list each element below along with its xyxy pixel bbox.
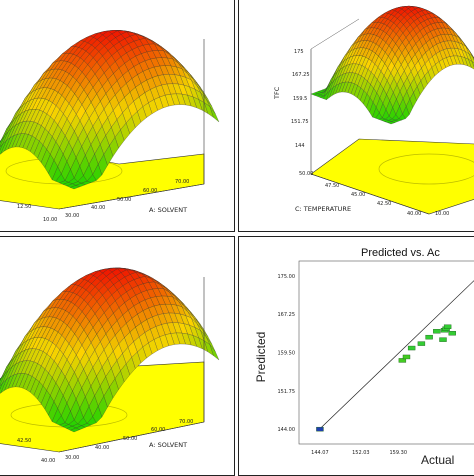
y-tick-label: 144.00 — [278, 427, 296, 433]
z-tick-167.25: 167.25 — [292, 72, 310, 78]
x-tick-50: 50.00 — [123, 436, 137, 442]
z-tick-175: 175 — [294, 49, 304, 55]
scatter-plot: Predicted vs. Ac Predicted Actual 144.00… — [239, 237, 474, 476]
x-tick-45: 45.00 — [351, 192, 365, 198]
data-point — [408, 346, 415, 350]
data-point — [433, 329, 440, 333]
x-axis-label: Actual — [421, 453, 454, 467]
chart-title: Predicted vs. Ac — [361, 247, 440, 259]
x-tick-label: 159.30 — [390, 450, 408, 456]
surface-plot-3: 42.50 40.00 30.00 40.00 50.00 60.00 70.0… — [0, 237, 235, 476]
y-tick-label: 159.50 — [278, 351, 296, 357]
x-tick-47.50: 47.50 — [325, 183, 339, 189]
x-tick-70: 70.00 — [175, 179, 189, 185]
x-axis-label: A: SOLVENT — [149, 206, 187, 214]
x-tick-30: 30.00 — [65, 213, 79, 219]
y-tick-42.50: 42.50 — [17, 438, 31, 444]
z-tick-151.75: 151.75 — [291, 119, 309, 125]
predicted-vs-actual-panel: Predicted vs. Ac Predicted Actual 144.00… — [238, 236, 474, 476]
x-tick-40: 40.00 — [91, 205, 105, 211]
data-point — [403, 355, 410, 359]
y-tick-40.00: 40.00 — [41, 458, 55, 464]
y-tick-label: 175.00 — [278, 274, 296, 280]
x-tick-60: 60.00 — [143, 188, 157, 194]
plot-frame — [299, 261, 474, 444]
x-tick-label: 152.03 — [352, 450, 370, 456]
z-tick-144: 144 — [295, 143, 305, 149]
y-tick-12.50: 12.50 — [17, 204, 31, 210]
surface-panel-1: 12.50 10.00 30.00 40.00 50.00 60.00 70.0… — [0, 0, 235, 232]
floor-plane — [311, 139, 474, 214]
y-tick-label: 167.25 — [278, 312, 296, 318]
z-tick-159.5: 159.5 — [293, 96, 307, 102]
x-tick-label: 144.07 — [311, 450, 329, 456]
y-axis-label: Predicted — [254, 332, 268, 383]
data-point — [418, 342, 425, 346]
data-point — [426, 335, 433, 339]
x-tick-40: 40.00 — [95, 445, 109, 451]
x-tick-40: 40.00 — [407, 211, 421, 217]
x-tick-30: 30.00 — [65, 455, 79, 461]
z-axis-label: TFC — [273, 86, 281, 100]
data-point — [440, 338, 447, 342]
y-tick-10.00: 10.00 — [43, 217, 57, 223]
x-tick-42.50: 42.50 — [377, 201, 391, 207]
response-surface — [311, 6, 474, 124]
y-tick-label: 151.75 — [278, 389, 296, 395]
surface-plot-1: 12.50 10.00 30.00 40.00 50.00 60.00 70.0… — [0, 0, 235, 232]
surface-panel-2: 175 167.25 159.5 151.75 144 TFC 50.00 47… — [238, 0, 474, 232]
x-axis-label: A: SOLVENT — [149, 441, 187, 449]
x-tick-50: 50.00 — [117, 197, 131, 203]
data-point — [316, 427, 323, 431]
x-axis-label: C: TEMPERATURE — [295, 205, 351, 213]
data-point — [449, 331, 456, 335]
x-tick-60: 60.00 — [151, 427, 165, 433]
surface-plot-2: 175 167.25 159.5 151.75 144 TFC 50.00 47… — [239, 0, 474, 232]
data-point — [444, 325, 451, 329]
y-tick-10: 10.00 — [435, 211, 449, 217]
x-tick-50: 50.00 — [299, 171, 313, 177]
x-tick-70: 70.00 — [179, 419, 193, 425]
surface-panel-3: 42.50 40.00 30.00 40.00 50.00 60.00 70.0… — [0, 236, 235, 476]
